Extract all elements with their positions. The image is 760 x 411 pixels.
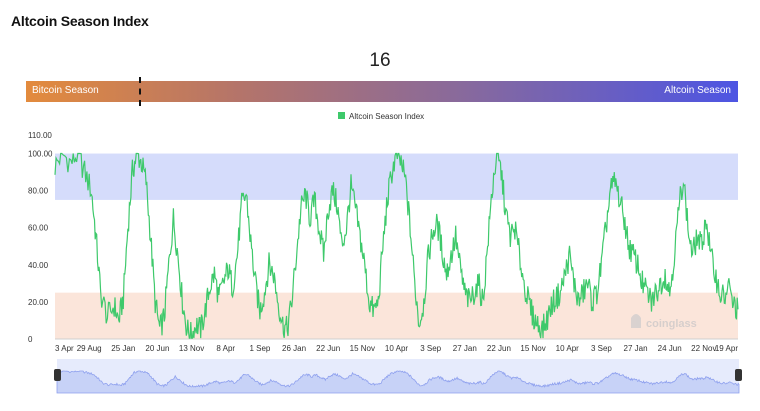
x-tick-label: 15 Nov — [350, 344, 375, 353]
current-value-marker — [139, 77, 141, 106]
bitcoin-season-band — [55, 292, 738, 339]
legend-swatch — [338, 112, 345, 119]
x-tick-label: 3 Sep — [420, 344, 441, 353]
x-tick-label: 10 Apr — [385, 344, 408, 353]
x-axis: 3 Apr 29 Aug 25 Jan 20 Jun 13 Nov 8 Apr 1 Sep 2… — [55, 344, 738, 353]
x-tick-label: 13 Nov — [179, 344, 204, 353]
x-tick-label: 3 Sep — [591, 344, 612, 353]
navigator-right-handle[interactable] — [735, 369, 742, 381]
x-tick-label: 22 Jun — [316, 344, 340, 353]
watermark: coinglass — [631, 314, 697, 330]
x-tick-label: 1 Sep — [249, 344, 270, 353]
x-tick-label: 27 Jan — [624, 344, 648, 353]
x-tick-label: 3 Apr — [55, 344, 74, 353]
y-tick-label: 40.00 — [28, 261, 49, 270]
x-tick-label: 19 Apr — [715, 344, 738, 353]
y-tick-label: 110.00 — [28, 131, 52, 140]
x-tick-label: 10 Apr — [556, 344, 579, 353]
bitcoin-season-label: Bitcoin Season — [32, 85, 99, 96]
x-tick-label: 29 Aug — [77, 344, 102, 353]
coinglass-logo-icon — [631, 314, 641, 328]
x-tick-label: 27 Jan — [453, 344, 477, 353]
navigator-left-handle[interactable] — [54, 369, 61, 381]
x-tick-label: 26 Jan — [282, 344, 306, 353]
x-tick-label: 8 Apr — [216, 344, 235, 353]
y-tick-label: 80.00 — [28, 187, 49, 196]
y-axis: 0 20.00 40.00 60.00 80.00 100.00 110.00 — [28, 131, 53, 344]
y-tick-label: 100.00 — [28, 150, 53, 159]
x-tick-label: 22 Nov — [691, 344, 716, 353]
navigator-series — [56, 370, 740, 394]
y-tick-label: 0 — [28, 335, 33, 344]
season-gradient-bar: Bitcoin Season Altcoin Season — [26, 81, 738, 102]
series-line[interactable] — [54, 152, 739, 339]
current-index-value: 16 — [369, 50, 391, 71]
navigator[interactable] — [54, 359, 742, 394]
altcoin-season-band — [55, 153, 738, 200]
y-tick-label: 60.00 — [28, 224, 49, 233]
y-tick-label: 20.00 — [28, 298, 49, 307]
x-tick-label: 24 Jun — [658, 344, 682, 353]
legend-label: Altcoin Season Index — [349, 112, 424, 121]
x-tick-label: 20 Jun — [145, 344, 169, 353]
legend[interactable]: Altcoin Season Index — [338, 112, 424, 121]
altcoin-season-label: Altcoin Season — [664, 85, 731, 96]
watermark-label: coinglass — [646, 318, 697, 330]
x-tick-label: 25 Jan — [111, 344, 135, 353]
chart-title: Altcoin Season Index — [11, 13, 149, 29]
x-tick-label: 15 Nov — [520, 344, 545, 353]
x-tick-label: 22 Jun — [487, 344, 511, 353]
